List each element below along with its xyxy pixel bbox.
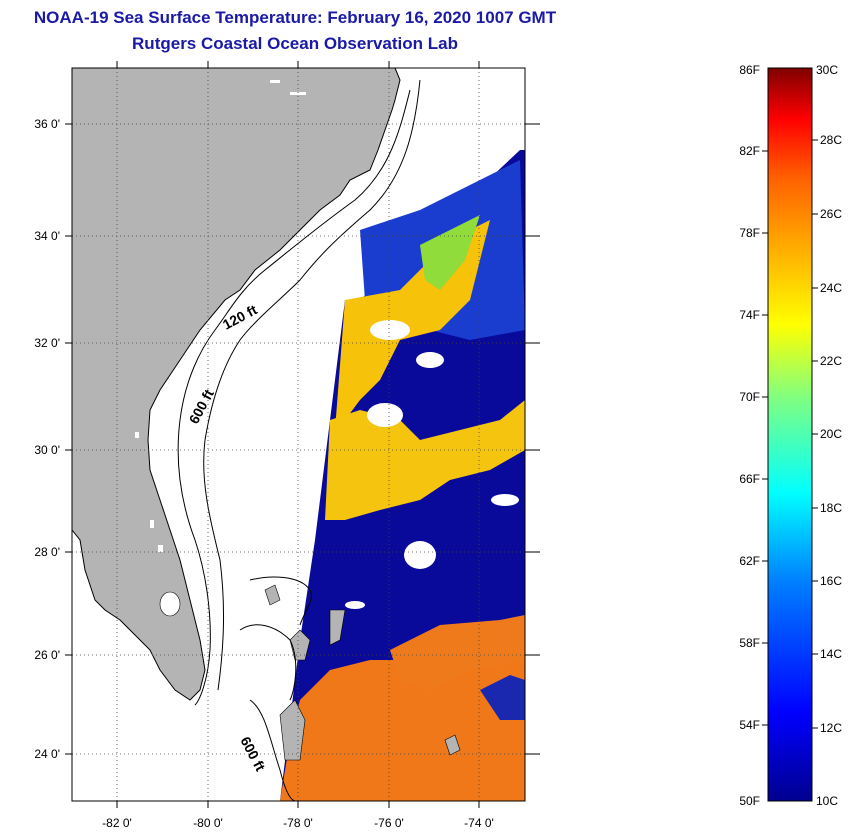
depth-contours <box>177 79 421 801</box>
map-layers <box>72 68 525 801</box>
lon-label: -82 0' <box>102 816 132 830</box>
colorbar-c-label: 18C <box>820 501 842 515</box>
colorbar-c-label: 30C <box>816 63 838 77</box>
sst-cold-eddy <box>480 675 525 720</box>
colorbar-f-label: 78F <box>739 226 760 240</box>
lat-label: 30 0' <box>34 443 60 457</box>
lat-label: 34 0' <box>34 229 60 243</box>
colorbar-f-label: 66F <box>739 472 760 486</box>
colorbar-c-label: 12C <box>820 721 842 735</box>
colorbar-f-label: 50F <box>739 794 760 808</box>
sst-orange-south <box>280 640 525 801</box>
colorbar-f-label: 58F <box>739 636 760 650</box>
colorbar-c-label: 28C <box>820 133 842 147</box>
lat-label: 24 0' <box>34 747 60 761</box>
colorbar-ticks <box>762 139 818 729</box>
sst-orange-south2 <box>390 615 525 690</box>
page-title: NOAA-19 Sea Surface Temperature: Februar… <box>33 8 557 27</box>
colorbar-c-label: 14C <box>820 647 842 661</box>
colorbar-c-label: 24C <box>820 281 842 295</box>
lon-label: -80 0' <box>193 816 223 830</box>
colorbar-f-label: 70F <box>739 390 760 404</box>
sst-yellow-band <box>325 400 525 520</box>
latitude-labels: 36 0' 34 0' 32 0' 30 0' 28 0' 26 0' 24 0… <box>34 117 60 761</box>
inland-lakes <box>135 80 306 552</box>
colorbar-c-label: 26C <box>820 207 842 221</box>
cloud-patches <box>345 320 519 609</box>
colorbar-celsius-labels: 30C 28C 26C 24C 22C 20C 18C 16C 14C 12C … <box>816 63 842 808</box>
lon-label: -76 0' <box>374 816 404 830</box>
lat-label: 32 0' <box>34 336 60 350</box>
page-subtitle: Rutgers Coastal Ocean Observation Lab <box>132 34 458 53</box>
colorbar-c-label: 20C <box>820 427 842 441</box>
land-mainland <box>72 68 401 701</box>
colorbar-fahrenheit-labels: 86F 82F 78F 74F 70F 66F 62F 58F 54F 50F <box>739 63 760 808</box>
colorbar-f-label: 74F <box>739 308 760 322</box>
bahamas-islands <box>264 584 461 761</box>
colorbar-c-label: 16C <box>820 574 842 588</box>
lon-label: -74 0' <box>464 816 494 830</box>
lat-label: 28 0' <box>34 545 60 559</box>
lake-okeechobee <box>159 591 181 617</box>
colorbar-f-label: 82F <box>739 144 760 158</box>
colorbar-c-label: 22C <box>820 354 842 368</box>
sst-green-patch <box>420 215 480 290</box>
lat-label: 36 0' <box>34 117 60 131</box>
longitude-labels: -82 0' -80 0' -78 0' -76 0' -74 0' <box>102 816 494 830</box>
colorbar-c-label: 10C <box>816 794 838 808</box>
lon-label: -78 0' <box>283 816 313 830</box>
colorbar-f-label: 54F <box>739 718 760 732</box>
sst-colorbar <box>767 67 813 802</box>
map-ticks <box>65 61 540 808</box>
colorbar-f-label: 86F <box>739 63 760 77</box>
lat-label: 26 0' <box>34 648 60 662</box>
colorbar-f-label: 62F <box>739 554 760 568</box>
